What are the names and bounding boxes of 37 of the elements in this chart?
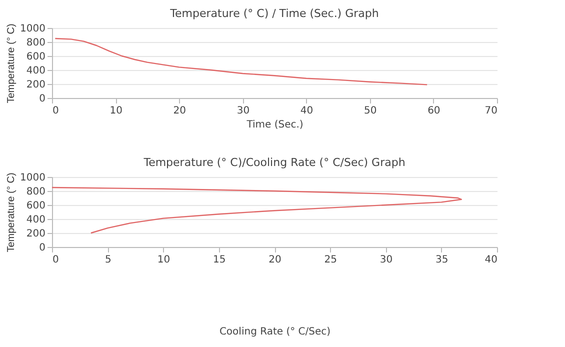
y-tick-label: 600 xyxy=(26,52,46,62)
x-tick-label: 10 xyxy=(110,106,122,116)
x-tick-label: 50 xyxy=(364,106,377,116)
y-axis-title: Temperature (° C) xyxy=(6,24,18,104)
y-tick-label: 800 xyxy=(26,186,46,198)
line-series xyxy=(51,186,462,234)
y-tick-label: 0 xyxy=(39,242,46,254)
y-tick-label: 600 xyxy=(26,200,46,212)
y-tick-label: 0 xyxy=(39,94,46,104)
line-series xyxy=(54,38,428,86)
x-tick-label: 35 xyxy=(436,254,448,266)
y-tick-label: 400 xyxy=(26,214,46,226)
x-tick-label: 30 xyxy=(236,106,250,116)
x-tick-label: 0 xyxy=(52,106,59,116)
y-tick-label: 400 xyxy=(26,66,46,76)
x-tick-label: 10 xyxy=(157,254,170,266)
chart-title: Temperature (° C)/Cooling Rate (° C/Sec) Graph xyxy=(142,156,406,169)
y-tick-label: 200 xyxy=(26,228,46,240)
x-tick-label: 40 xyxy=(300,106,314,116)
y-tick-label: 800 xyxy=(26,38,46,48)
x-tick-label: 25 xyxy=(324,254,337,266)
y-axis-title: Temperature (° C) xyxy=(6,172,18,252)
x-tick-label: 40 xyxy=(484,254,498,266)
x-tick-label: 20 xyxy=(173,106,186,116)
x-tick-label: 5 xyxy=(104,254,112,266)
y-tick-label: 1000 xyxy=(20,24,46,34)
x-tick-label: 60 xyxy=(428,106,440,116)
x-tick-label: 30 xyxy=(380,254,393,266)
x-tick-label: 20 xyxy=(268,254,282,266)
x-tick-label: 70 xyxy=(484,106,498,116)
x-axis-title: Cooling Rate (° C/Sec) xyxy=(219,326,331,338)
x-tick-label: 15 xyxy=(213,254,226,266)
y-tick-label: 200 xyxy=(26,80,46,90)
chart-title: Temperature (° C) / Time (Sec.) Graph xyxy=(169,7,379,20)
x-axis-title: Time (Sec.) xyxy=(246,120,304,130)
x-tick-label: 0 xyxy=(52,254,59,266)
y-tick-label: 1000 xyxy=(20,172,46,184)
